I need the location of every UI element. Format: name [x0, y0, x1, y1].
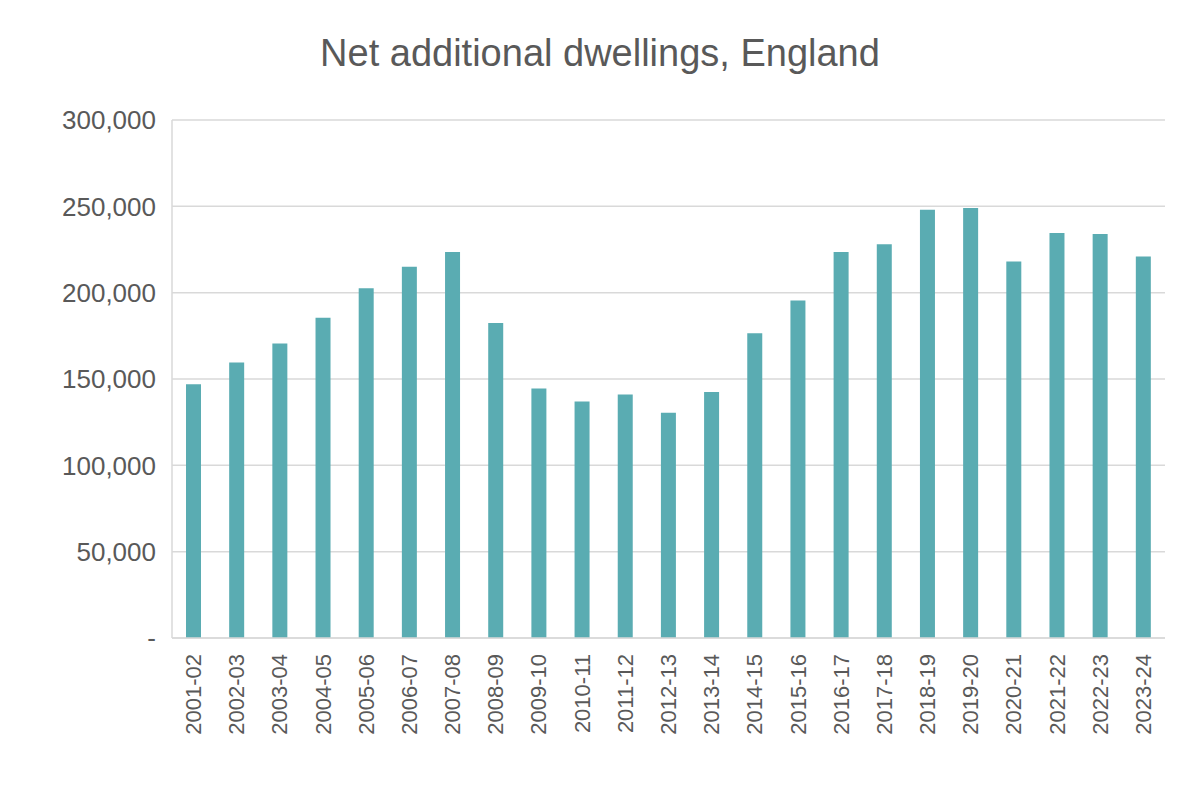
svg-text:2012-13: 2012-13 [656, 654, 681, 735]
svg-text:2005-06: 2005-06 [354, 654, 379, 735]
svg-text:2004-05: 2004-05 [311, 654, 336, 735]
svg-text:2016-17: 2016-17 [829, 654, 854, 735]
svg-text:100,000: 100,000 [62, 451, 156, 481]
svg-text:2015-16: 2015-16 [786, 654, 811, 735]
svg-text:2018-19: 2018-19 [915, 654, 940, 735]
svg-text:2003-04: 2003-04 [267, 654, 292, 735]
svg-text:2007-08: 2007-08 [440, 654, 465, 735]
svg-text:2022-23: 2022-23 [1088, 654, 1113, 735]
svg-text:300,000: 300,000 [62, 105, 156, 135]
svg-text:2006-07: 2006-07 [397, 654, 422, 735]
svg-text:2020-21: 2020-21 [1001, 654, 1026, 735]
svg-text:2014-15: 2014-15 [742, 654, 767, 735]
svg-text:2002-03: 2002-03 [224, 654, 249, 735]
svg-text:200,000: 200,000 [62, 278, 156, 308]
svg-text:150,000: 150,000 [62, 364, 156, 394]
svg-text:2017-18: 2017-18 [872, 654, 897, 735]
svg-text:2009-10: 2009-10 [526, 654, 551, 735]
svg-text:2019-20: 2019-20 [958, 654, 983, 735]
svg-text:2013-14: 2013-14 [699, 654, 724, 735]
svg-text:2011-12: 2011-12 [613, 654, 638, 733]
svg-text:2001-02: 2001-02 [181, 654, 206, 735]
svg-text:50,000: 50,000 [76, 537, 156, 567]
svg-text:2021-22: 2021-22 [1045, 654, 1070, 735]
svg-text:2023-24: 2023-24 [1131, 654, 1156, 735]
html-text:Net additional dwellings, Engl: Net additional dwellings, England [320, 31, 880, 74]
svg-text:2008-09: 2008-09 [483, 654, 508, 735]
svg-text:2010-11: 2010-11 [570, 654, 595, 733]
svg-text:-: - [147, 623, 156, 653]
svg-text:250,000: 250,000 [62, 192, 156, 222]
